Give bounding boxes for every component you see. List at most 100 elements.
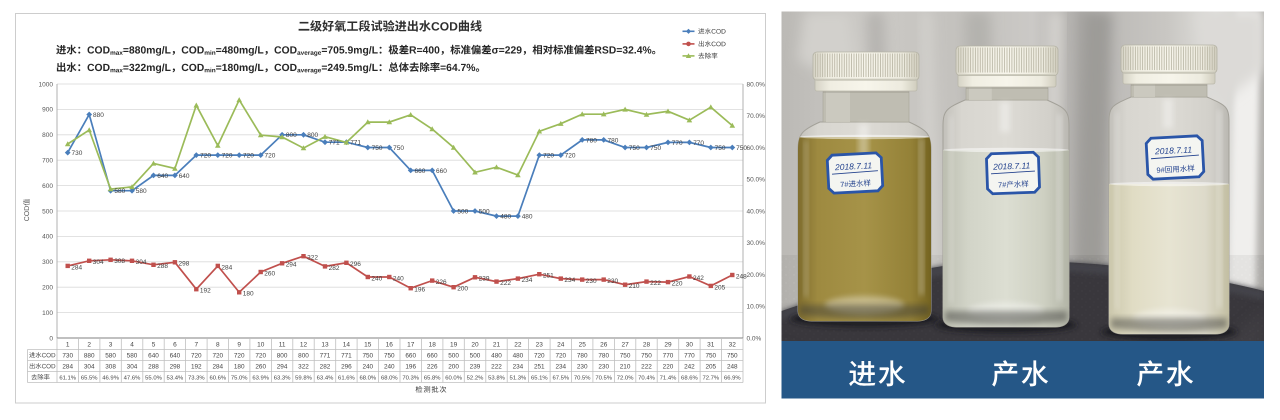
svg-text:750: 750	[727, 353, 738, 360]
svg-text:308: 308	[114, 258, 125, 265]
svg-text:68.0%: 68.0%	[359, 375, 376, 381]
svg-text:284: 284	[221, 264, 232, 271]
svg-text:308: 308	[105, 364, 116, 371]
svg-text:21: 21	[493, 342, 501, 349]
svg-text:660: 660	[415, 168, 426, 175]
svg-text:304: 304	[84, 364, 95, 371]
svg-text:720: 720	[212, 353, 223, 360]
svg-text:640: 640	[148, 353, 159, 360]
svg-text:239: 239	[479, 276, 490, 283]
svg-text:10: 10	[257, 342, 265, 349]
svg-text:771: 771	[320, 353, 331, 360]
svg-text:50.0%: 50.0%	[747, 177, 766, 184]
svg-text:780: 780	[598, 353, 609, 360]
svg-text:230: 230	[598, 364, 609, 371]
svg-text:68.6%: 68.6%	[681, 375, 698, 381]
svg-text:234: 234	[522, 277, 533, 284]
svg-text:28: 28	[643, 342, 651, 349]
svg-text:234: 234	[555, 364, 566, 371]
svg-text:5: 5	[152, 342, 156, 349]
svg-text:65.5%: 65.5%	[81, 375, 98, 381]
svg-text:770: 770	[672, 140, 683, 147]
svg-text:234: 234	[513, 364, 524, 371]
svg-text:53.8%: 53.8%	[488, 375, 505, 381]
svg-text:192: 192	[191, 364, 202, 371]
svg-text:200: 200	[42, 285, 53, 292]
svg-text:24: 24	[557, 342, 565, 349]
svg-text:750: 750	[650, 145, 661, 152]
svg-text:239: 239	[470, 364, 481, 371]
svg-text:68.0%: 68.0%	[381, 375, 398, 381]
svg-text:750: 750	[620, 353, 631, 360]
svg-text:1000: 1000	[39, 81, 54, 88]
svg-text:304: 304	[136, 259, 147, 266]
svg-text:60.0%: 60.0%	[445, 375, 462, 381]
svg-text:730: 730	[62, 353, 73, 360]
svg-text:70.4%: 70.4%	[638, 375, 655, 381]
svg-text:29: 29	[664, 342, 672, 349]
svg-text:750: 750	[641, 353, 652, 360]
svg-text:800: 800	[298, 353, 309, 360]
svg-text:580: 580	[136, 188, 147, 195]
svg-text:322: 322	[307, 255, 318, 262]
svg-text:750: 750	[736, 145, 747, 152]
svg-text:500: 500	[42, 208, 53, 215]
svg-text:63.9%: 63.9%	[252, 375, 269, 381]
svg-text:720: 720	[222, 153, 233, 160]
svg-text:65.8%: 65.8%	[424, 375, 441, 381]
svg-text:230: 230	[586, 278, 597, 285]
svg-text:230: 230	[577, 364, 588, 371]
svg-text:226: 226	[436, 279, 447, 286]
svg-text:284: 284	[212, 364, 223, 371]
svg-text:260: 260	[255, 364, 266, 371]
svg-text:0.0%: 0.0%	[747, 335, 762, 342]
svg-text:22: 22	[514, 342, 522, 349]
svg-text:750: 750	[372, 145, 383, 152]
svg-text:20.0%: 20.0%	[747, 272, 766, 279]
svg-text:200: 200	[448, 364, 459, 371]
svg-text:220: 220	[672, 281, 683, 288]
svg-text:51.3%: 51.3%	[510, 375, 527, 381]
svg-text:222: 222	[641, 364, 652, 371]
svg-text:298: 298	[170, 364, 181, 371]
svg-text:480: 480	[500, 214, 511, 221]
svg-text:771: 771	[350, 140, 361, 147]
svg-text:205: 205	[714, 284, 725, 291]
svg-text:222: 222	[500, 280, 511, 287]
svg-text:2018.7.11: 2018.7.11	[992, 160, 1031, 171]
svg-text:11: 11	[279, 342, 286, 349]
svg-text:12: 12	[300, 342, 308, 349]
svg-text:720: 720	[255, 353, 266, 360]
svg-text:322: 322	[298, 364, 309, 371]
svg-text:2: 2	[87, 342, 91, 349]
svg-text:304: 304	[93, 259, 104, 266]
svg-text:200: 200	[457, 286, 468, 293]
svg-text:73.3%: 73.3%	[188, 375, 205, 381]
svg-text:771: 771	[341, 353, 352, 360]
svg-text:192: 192	[200, 288, 211, 295]
svg-text:700: 700	[42, 158, 53, 165]
svg-text:222: 222	[650, 280, 661, 287]
svg-text:770: 770	[684, 353, 695, 360]
svg-text:248: 248	[727, 364, 738, 371]
svg-text:880: 880	[84, 353, 95, 360]
svg-text:13: 13	[321, 342, 329, 349]
svg-text:298: 298	[179, 261, 190, 268]
svg-text:720: 720	[543, 153, 554, 160]
svg-text:60.0%: 60.0%	[747, 145, 766, 152]
svg-text:720: 720	[265, 153, 276, 160]
svg-text:780: 780	[586, 137, 597, 144]
svg-text:230: 230	[607, 278, 618, 285]
svg-text:294: 294	[286, 262, 297, 269]
svg-text:730: 730	[72, 150, 83, 157]
svg-text:27: 27	[621, 342, 629, 349]
svg-text:770: 770	[693, 140, 704, 147]
svg-text:771: 771	[329, 140, 340, 147]
svg-text:210: 210	[620, 364, 631, 371]
svg-text:880: 880	[93, 112, 104, 119]
svg-text:55.0%: 55.0%	[145, 375, 162, 381]
svg-text:65.1%: 65.1%	[531, 375, 548, 381]
svg-text:800: 800	[277, 353, 288, 360]
svg-text:2018.7.11: 2018.7.11	[834, 160, 873, 172]
svg-text:70.0%: 70.0%	[747, 113, 766, 120]
